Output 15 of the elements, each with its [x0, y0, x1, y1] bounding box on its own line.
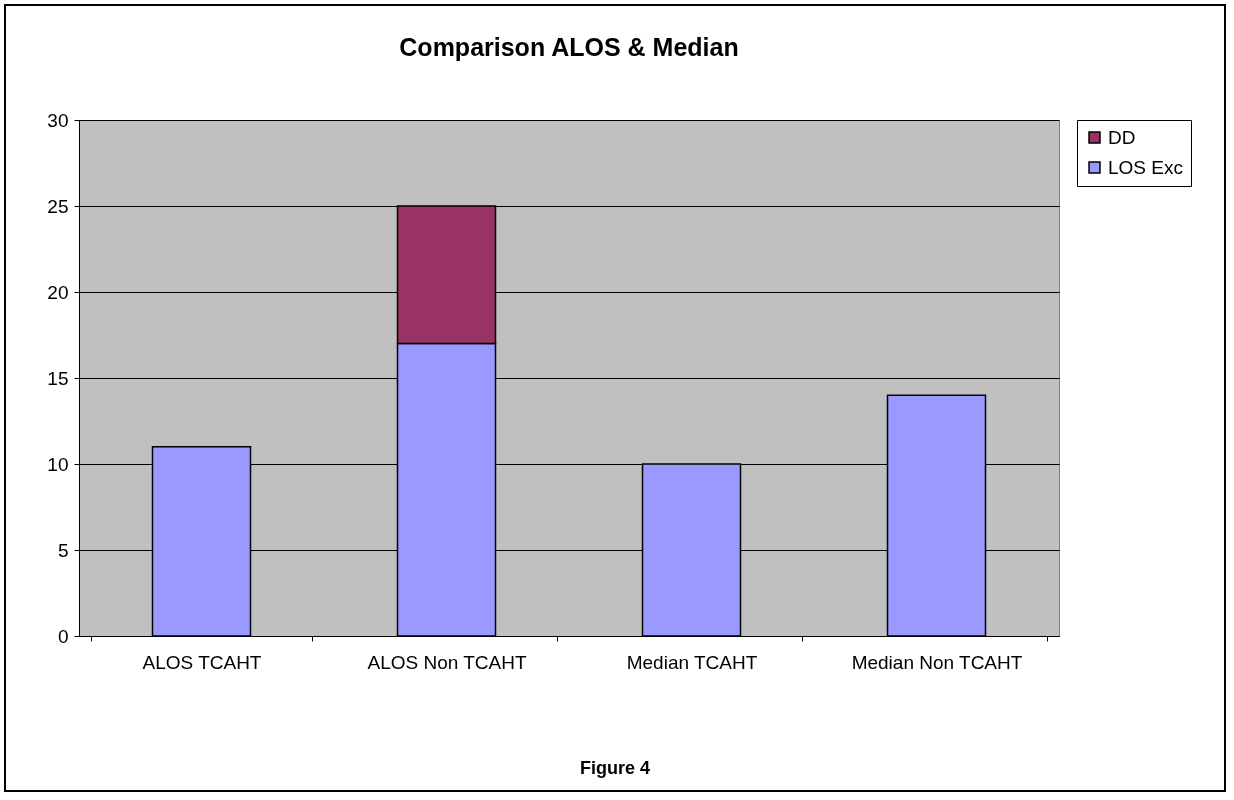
y-tick-label: 30 [47, 109, 69, 131]
legend-label: LOS Exc [1108, 156, 1183, 178]
caption: Figure 4 [579, 758, 651, 779]
y-tick-label: 5 [57, 539, 69, 561]
chart-title: Comparison ALOS & Median [399, 33, 739, 61]
y-tick-label: 25 [47, 195, 69, 217]
legend-label: DD [1108, 126, 1136, 148]
y-tick-label: 10 [47, 453, 69, 475]
y-tick-label: 15 [47, 367, 69, 389]
x-tick-label: Median Non TCAHT [851, 651, 1023, 673]
x-tick-label: Median TCAHT [626, 651, 758, 673]
x-tick-label: ALOS TCAHT [142, 651, 262, 673]
y-tick-label: 0 [57, 625, 69, 647]
x-tick-label: ALOS Non TCAHT [367, 651, 527, 673]
y-tick-label: 20 [47, 281, 69, 303]
